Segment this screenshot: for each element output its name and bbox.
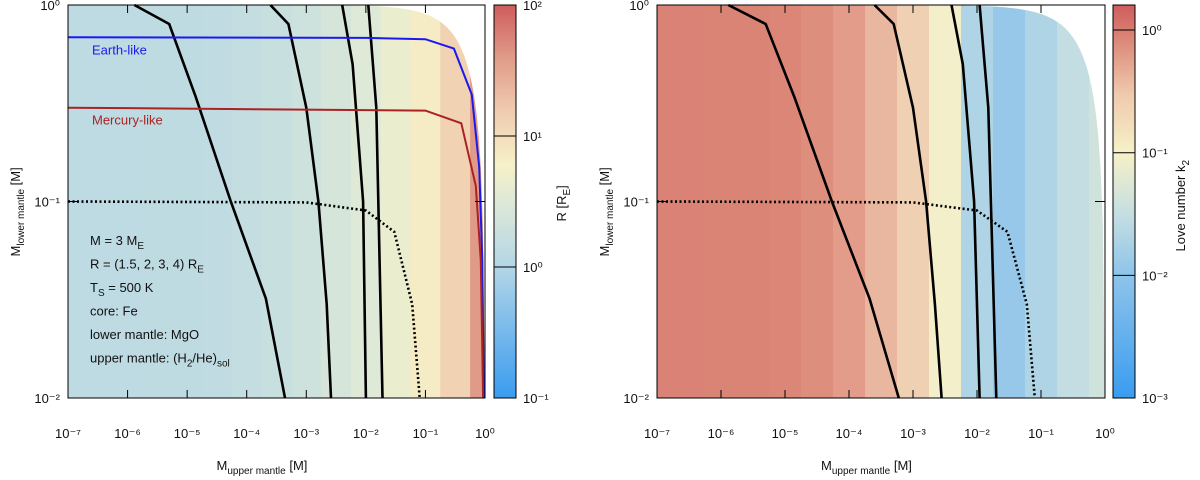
annotation-part: /He) [192,351,217,366]
annotation: M = 3 ME [90,233,144,252]
y-tick-label: 10⁻¹ [34,195,60,210]
line [950,4,981,399]
heatmap-column [992,5,1026,398]
colorbar-tick-label: 10¹ [523,129,542,144]
colorbar [493,4,517,399]
y-tick-label: 10⁻² [623,391,649,406]
x-tick-label: 10⁻⁷ [644,426,670,441]
heatmap-column [928,5,962,398]
colorbar-tick-label: 10⁰ [1142,23,1162,38]
x-tick-label: 10⁻² [964,426,990,441]
x-tick-label: 10⁻³ [900,426,926,441]
colorbar-tick-label: 10² [523,0,542,13]
line [133,3,287,399]
colorbar-tick-label: 10⁻² [1142,268,1168,283]
colorbar-label-part: R [R [554,196,569,222]
line-label: Earth-like [92,42,147,57]
annotation-part: core: Fe [90,304,138,319]
x-axis-label-part: upper mantle [227,466,286,477]
line [340,4,368,399]
line [978,4,998,399]
x-axis-label: Mupper mantle [M] [217,458,308,477]
x-axis-label-part: M [217,458,228,473]
x-axis-label-part: [M] [890,458,912,473]
y-tick-label: 10⁻¹ [623,195,649,210]
annotation-part: upper mantle: (H [90,351,187,366]
x-tick-label: 10⁻⁷ [55,426,81,441]
line-label: Mercury-like [92,113,163,128]
annotation-part: T [90,280,98,295]
x-tick-label: 10⁻⁶ [708,426,735,441]
line [67,36,485,399]
annotation: lower mantle: MgO [90,327,199,342]
y-tick-label: 10⁰ [40,0,60,13]
x-tick-label: 10⁰ [475,426,495,441]
line [67,106,485,399]
line [727,3,901,399]
x-tick-label: 10⁻¹ [1028,426,1054,441]
annotation-part: 2 [187,359,193,370]
x-tick-label: 10⁻³ [293,426,319,441]
annotation-part: R = (1.5, 2, 3, 4) R [90,257,197,272]
colorbar-tick-label: 10⁻¹ [1142,146,1168,161]
heatmap-column [291,5,322,398]
annotation-part: S [98,288,105,299]
colorbar-tick-label: 10⁰ [523,260,543,275]
colorbar-label-part: ] [554,185,569,189]
x-tick-label: 10⁻¹ [413,426,439,441]
x-tick-label: 10⁻⁵ [772,426,799,441]
y-axis-label: Mlower mantle [M] [8,167,27,256]
y-axis-label-part: lower mantle [16,189,27,246]
y-axis-label-part: [M] [597,167,612,189]
x-axis-label: Mupper mantle [M] [821,458,912,477]
line [67,200,421,399]
y-tick-label: 10⁻² [34,391,60,406]
colorbar-tick-label: 10⁻¹ [523,391,549,406]
colorbar-label: R [RE] [554,185,573,221]
x-tick-label: 10⁻² [353,426,379,441]
annotation: upper mantle: (H2/He)sol [90,351,230,370]
y-axis-label: Mlower mantle [M] [597,167,616,256]
heatmap-column [1024,5,1058,398]
heatmap-column [380,5,412,398]
heatmap-column [896,5,930,398]
heatmap-column [321,5,352,398]
line [367,4,384,399]
y-axis-label-part: M [597,246,612,257]
heatmap-column [440,5,471,398]
annotation: core: Fe [90,304,138,319]
annotation-part: sol [217,359,230,370]
line [656,200,1037,399]
x-axis-label-part: [M] [286,458,308,473]
y-axis-label-part: M [8,246,23,257]
y-tick-label: 10⁰ [629,0,649,13]
annotation-part: lower mantle: MgO [90,327,199,342]
colorbar-label-part: Love number k [1173,165,1188,251]
annotation-part: = 500 K [105,280,154,295]
y-axis-label-part: lower mantle [605,189,616,246]
line [873,4,943,399]
colorbar-label: Love number k2 [1173,160,1192,252]
x-tick-label: 10⁻⁵ [174,426,201,441]
colorbar-label-part: E [562,189,573,196]
colorbar [1112,4,1136,399]
annotation: TS = 500 K [90,280,154,299]
x-tick-label: 10⁻⁴ [233,426,260,441]
x-tick-label: 10⁻⁴ [836,426,863,441]
x-axis-label-part: upper mantle [832,466,891,477]
x-tick-label: 10⁰ [1095,426,1115,441]
annotation-part: M = 3 M [90,233,137,248]
annotation: R = (1.5, 2, 3, 4) RE [90,257,204,276]
colorbar-tick-label: 10⁻³ [1142,391,1168,406]
x-axis-label-part: M [821,458,832,473]
heatmap-column [410,5,441,398]
annotation-part: E [137,241,144,252]
y-axis-label-part: [M] [8,167,23,189]
line [269,4,333,399]
heatmap-column [1056,5,1090,398]
x-tick-label: 10⁻⁶ [114,426,141,441]
annotation-part: E [197,265,204,276]
colorbar-label-part: 2 [1181,160,1192,166]
